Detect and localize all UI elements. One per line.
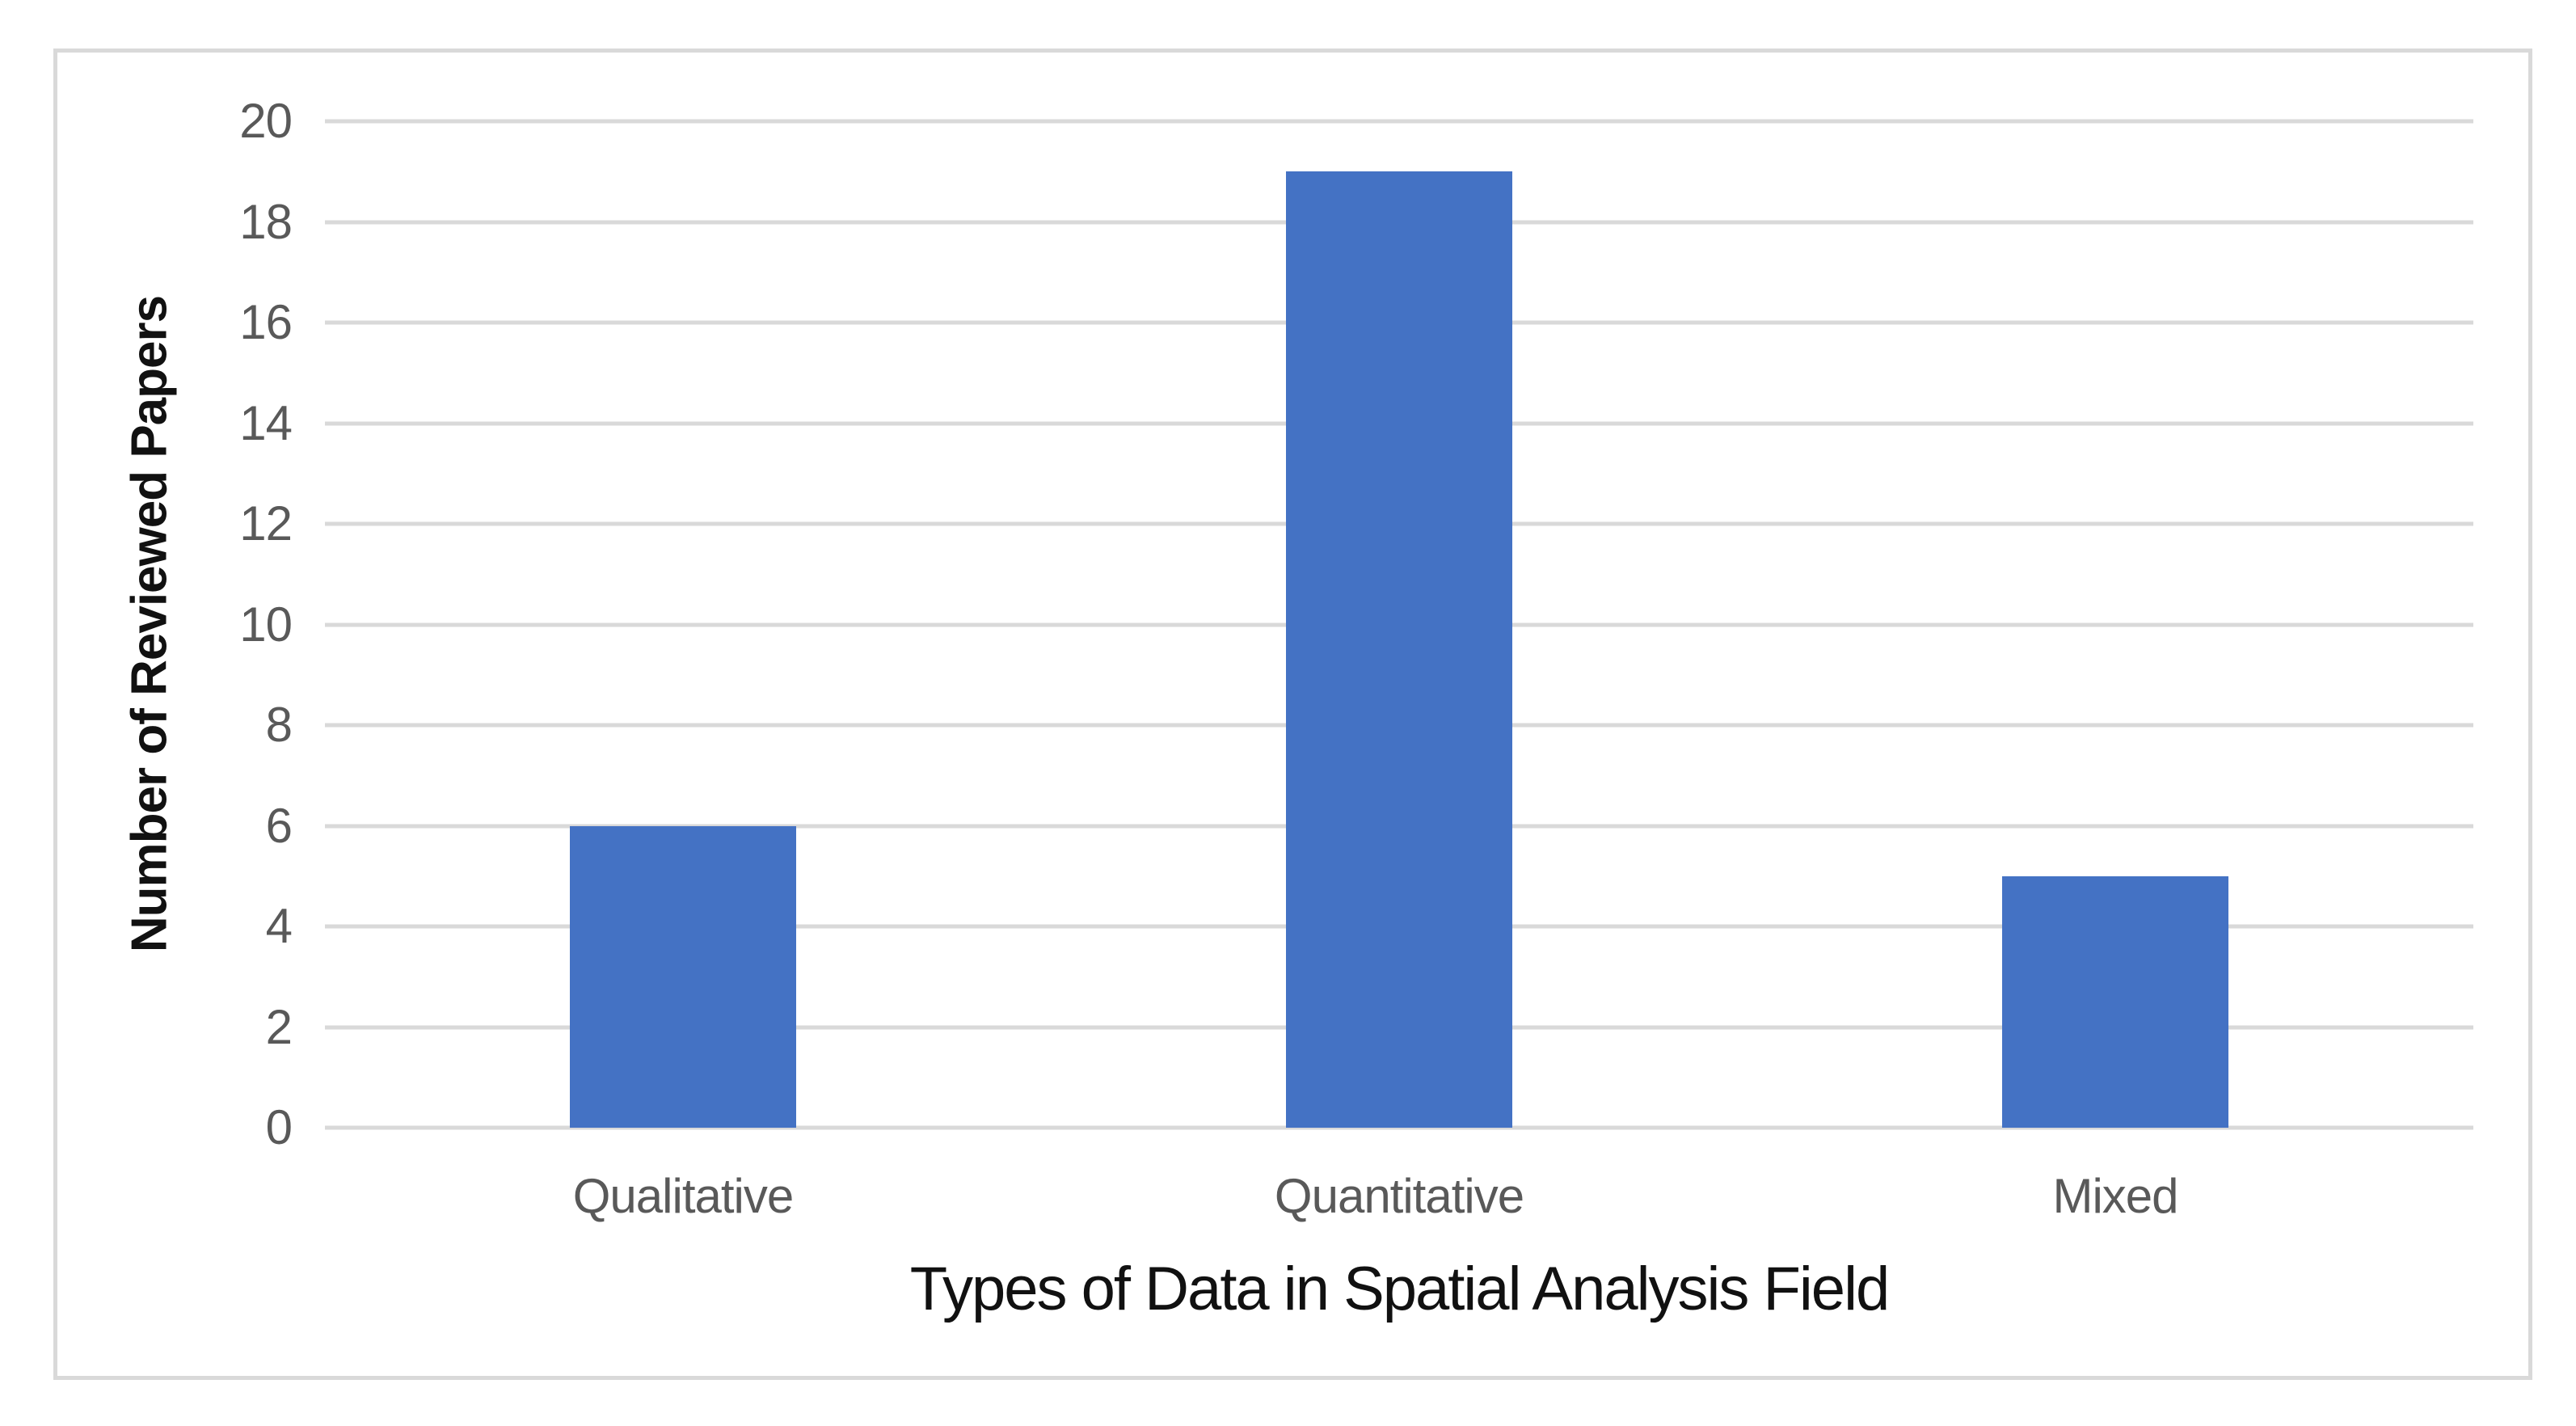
chart-frame: Number of Reviewed Papers 0 2 4 6 8 10 12 14 16 1…	[53, 49, 2532, 1380]
y-tick-label: 2	[265, 999, 293, 1054]
y-tick-label: 18	[239, 194, 293, 249]
category-label: Qualitative	[572, 1169, 794, 1223]
y-axis-tick-labels: 0 2 4 6 8 10 12 14 16 18 20	[57, 97, 293, 1152]
y-tick-label: 16	[239, 295, 293, 349]
category-label: Mixed	[2052, 1169, 2178, 1223]
x-axis-title: Types of Data in Spatial Analysis Field	[909, 1255, 1890, 1323]
gridline	[325, 119, 2473, 124]
y-tick-label: 10	[239, 597, 293, 652]
y-tick-label: 8	[265, 698, 293, 752]
y-tick-label: 14	[239, 395, 293, 450]
plot-area	[325, 119, 2473, 1130]
y-tick-label: 4	[265, 899, 293, 953]
bar-mixed	[2002, 875, 2228, 1128]
gridline	[325, 1125, 2473, 1130]
y-tick-label: 20	[239, 94, 293, 148]
bar-qualitative	[569, 825, 796, 1128]
bar-quantitative	[1286, 171, 1512, 1128]
y-tick-label: 12	[239, 496, 293, 551]
y-tick-label: 6	[265, 798, 293, 853]
y-tick-label: 0	[265, 1100, 293, 1154]
category-label: Quantitative	[1274, 1169, 1524, 1223]
x-axis-category-labels: Qualitative Quantitative Mixed	[325, 1168, 2473, 1225]
